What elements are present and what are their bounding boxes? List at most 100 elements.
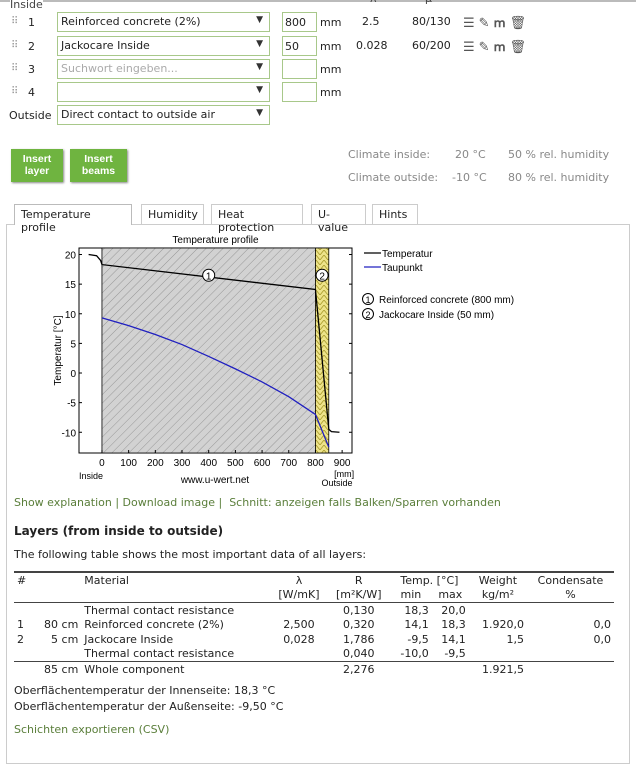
lambda-header: λ (370, 0, 377, 5)
table-cell (431, 661, 469, 677)
insert-beams-button[interactable]: Insert beams (70, 149, 127, 182)
thickness-unit: mm (320, 40, 342, 53)
table-cell: 1.921,5 (468, 661, 528, 677)
chevron-down-icon: ▼ (256, 15, 263, 25)
x-tick-label: 700 (280, 458, 297, 469)
table-cell (390, 661, 432, 677)
unit-cell: min (390, 587, 432, 603)
table-cell (14, 603, 32, 618)
table-row: Thermal contact resistance 0,130 18,3 20,0 (14, 603, 614, 618)
table-row: Thermal contact resistance 0,040 -10,0 -9,5 (14, 647, 614, 662)
material-select[interactable]: Jackocare Inside ▼ (57, 36, 270, 56)
legend-label: Temperatur (382, 249, 433, 260)
climate-outside-humidity: 80 % rel. humidity (508, 171, 610, 184)
table-cell: 18,3 (441, 618, 466, 632)
table-cell: 1 (17, 618, 24, 632)
thickness-input[interactable]: 50 (282, 36, 317, 56)
surface-temp-outside: Oberflächentemperatur der Außenseite: -9… (14, 700, 284, 713)
table-cell (469, 603, 527, 618)
schnitt-link[interactable]: Schnitt: anzeigen falls Balken/Sparren v… (229, 496, 501, 509)
menu-icon[interactable]: ☰ (463, 40, 479, 55)
table-cell (469, 647, 527, 662)
drag-handle-icon[interactable]: ⠿ (11, 86, 19, 97)
menu-icon[interactable]: ☰ (463, 16, 479, 31)
show-explanation-link[interactable]: Show explanation (14, 496, 112, 509)
table-cell: 20,0 (441, 603, 466, 617)
chevron-down-icon: ▼ (256, 62, 263, 72)
table-cell: 85 cm (32, 661, 82, 677)
table-cell (270, 661, 328, 677)
legend-label: Taupunkt (382, 263, 423, 274)
table-cell: 1,5 (506, 632, 525, 646)
climate-outside-temp: -10 °C (452, 171, 487, 184)
table-cell: 80 cm (44, 618, 79, 632)
surface-temp-inside: Oberflächentemperatur der Innenseite: 18… (14, 684, 276, 697)
drag-handle-icon[interactable]: ⠿ (11, 63, 19, 74)
col-condensate: Condensate (527, 571, 614, 588)
lambda-value: 0.028 (356, 39, 388, 52)
thickness-input[interactable]: 800 (282, 12, 317, 32)
climate-inside-temp: 20 °C (455, 148, 486, 161)
tab-u-value[interactable]: U-value (311, 204, 366, 234)
table-cell: -10,0 (400, 647, 429, 661)
material-placeholder: Suchwort eingeben... (61, 62, 178, 75)
layers-heading: Layers (from inside to outside) (14, 524, 224, 538)
climate-inside-humidity: 50 % rel. humidity (508, 148, 610, 161)
thickness-unit: mm (320, 16, 342, 29)
layer-number: 1 (28, 16, 35, 29)
outside-select[interactable]: Direct contact to outside air ▼ (57, 105, 270, 125)
thickness-input[interactable] (282, 59, 317, 79)
x-tick-label: 600 (254, 458, 271, 469)
material-select[interactable]: Reinforced concrete (2%) ▼ (57, 12, 270, 32)
y-tick-label: 0 (70, 369, 76, 380)
climate-outside-label: Climate outside: (348, 171, 439, 184)
export-csv-link[interactable]: Schichten exportieren (CSV) (14, 723, 170, 736)
table-cell: 14,1 (441, 632, 466, 646)
table-cell: -9,5 (407, 632, 429, 646)
x-tick-label: 200 (147, 458, 164, 469)
mu-header: μ (425, 0, 432, 5)
table-cell: Thermal contact resistance (84, 647, 235, 661)
layer-number: 3 (28, 63, 35, 76)
table-cell: Reinforced concrete (2%) (84, 618, 224, 632)
layer-region-1 (101, 247, 316, 454)
table-cell: 2 (17, 632, 24, 646)
table-cell (14, 647, 32, 662)
download-image-link[interactable]: Download image (122, 496, 215, 509)
delete-icon[interactable]: 🗑 (509, 16, 531, 31)
y-tick-label: 10 (65, 310, 77, 321)
outside-value: Direct contact to outside air (61, 108, 215, 121)
unit-cell (81, 587, 271, 603)
beams-icon[interactable]: ՠ (493, 16, 510, 31)
table-cell: Jackocare Inside (84, 632, 174, 646)
layer-legend-marker (362, 293, 374, 305)
x-tick-label: 100 (120, 458, 137, 469)
tab-hints[interactable]: Hints (372, 204, 418, 224)
material-select[interactable]: ▼ (57, 82, 270, 102)
x-tick-label: 900 (334, 458, 351, 469)
tab-heat-protection[interactable]: Heat protection (211, 204, 303, 234)
insert-layer-button[interactable]: Insert layer (11, 149, 63, 182)
thickness-input[interactable] (282, 82, 317, 102)
tab-humidity[interactable]: Humidity (141, 204, 204, 224)
x-tick-label: 800 (307, 458, 324, 469)
unit-cell: [W/mK] (270, 587, 328, 603)
table-cell: 0,0 (593, 618, 612, 632)
drag-handle-icon[interactable]: ⠿ (11, 16, 19, 27)
table-cell (32, 647, 81, 662)
col-lambda: λ (270, 571, 328, 588)
edit-icon[interactable]: ✎ (478, 40, 494, 55)
y-tick-label: -5 (67, 399, 76, 410)
table-cell (14, 661, 33, 677)
material-select[interactable]: Suchwort eingeben... ▼ (57, 59, 270, 79)
chevron-down-icon: ▼ (256, 85, 263, 95)
edit-icon[interactable]: ✎ (478, 16, 494, 31)
drag-handle-icon[interactable]: ⠿ (11, 40, 19, 51)
table-cell: 0,0 (593, 632, 612, 646)
delete-icon[interactable]: 🗑 (509, 40, 531, 55)
tab-temperature-profile[interactable]: Temperature profile (14, 204, 132, 234)
table-cell: 18,3 (404, 603, 429, 617)
beams-icon[interactable]: ՠ (493, 40, 510, 55)
unit-cell: max (431, 587, 469, 603)
series-line-taupunkt (101, 317, 330, 448)
